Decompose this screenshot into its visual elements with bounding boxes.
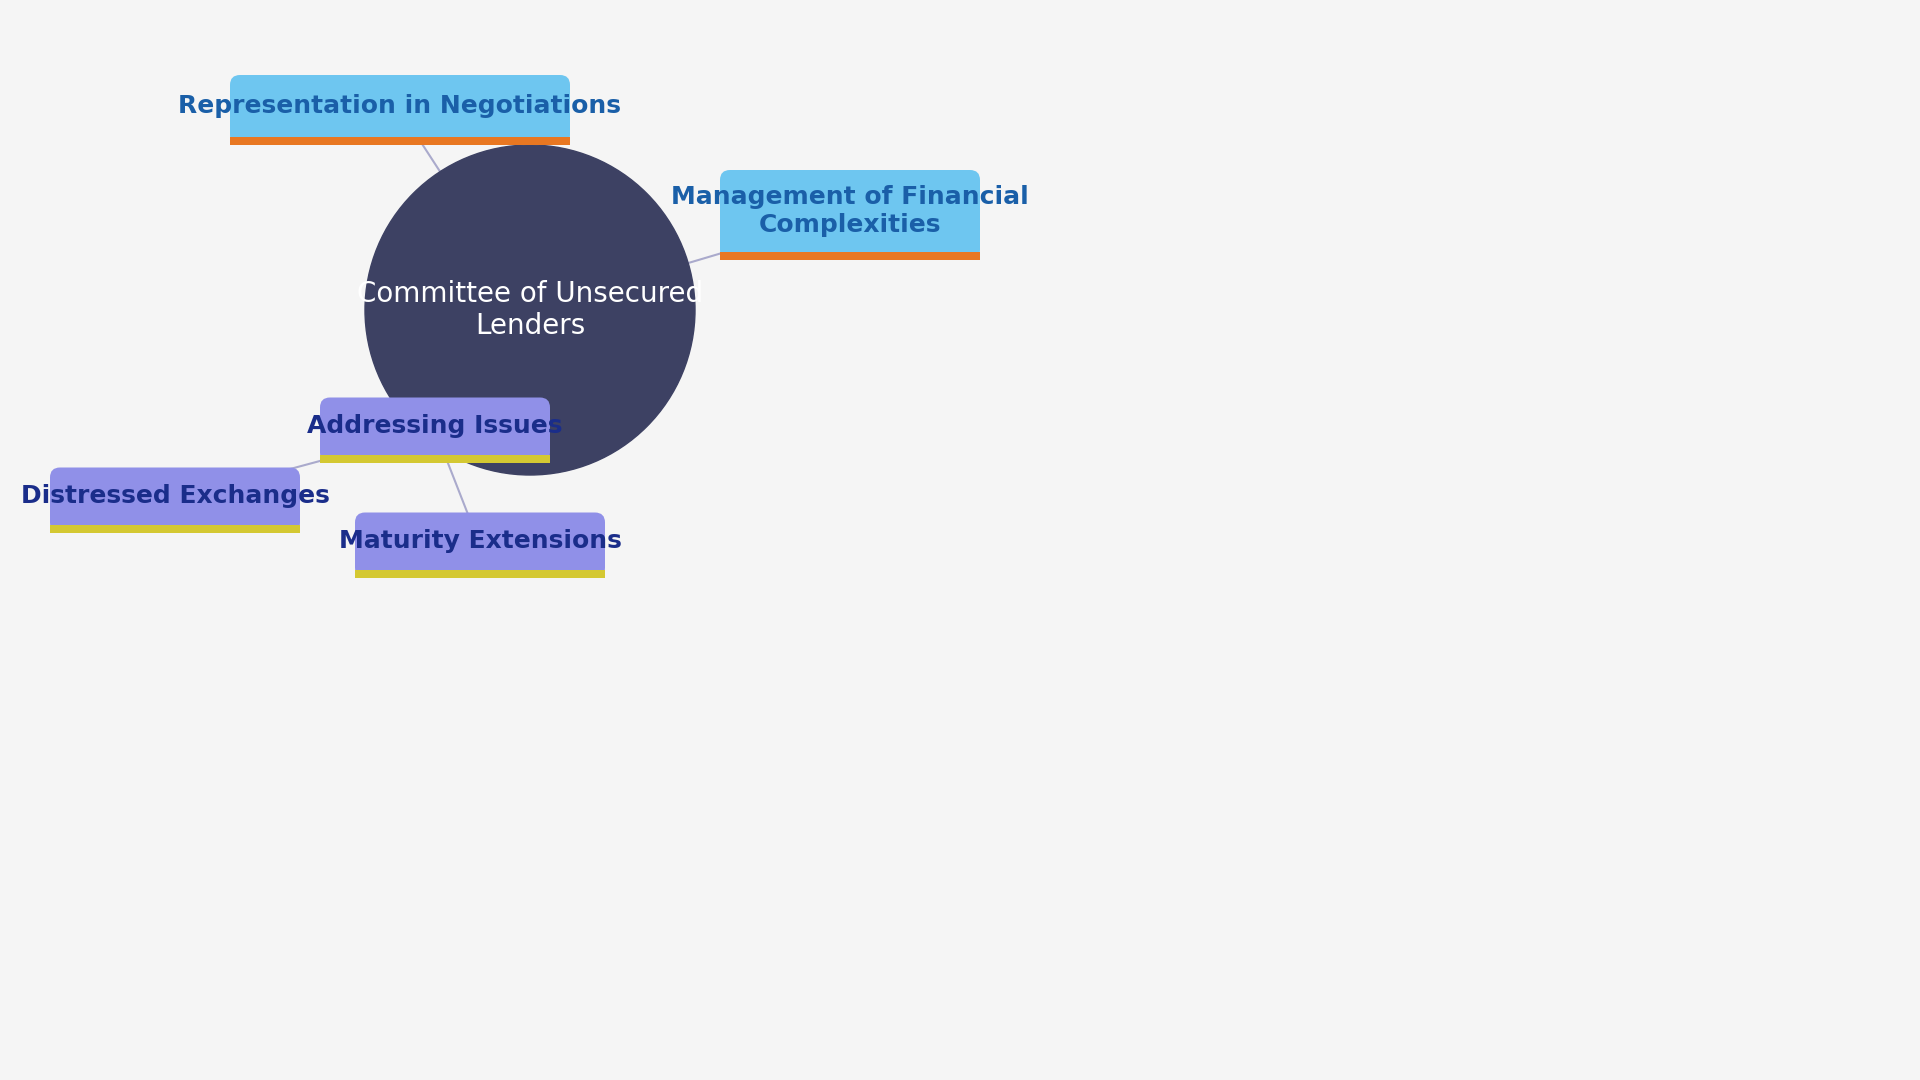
Text: Distressed Exchanges: Distressed Exchanges xyxy=(21,484,330,508)
FancyBboxPatch shape xyxy=(321,397,549,462)
FancyBboxPatch shape xyxy=(50,468,300,532)
Text: Addressing Issues: Addressing Issues xyxy=(307,414,563,438)
FancyBboxPatch shape xyxy=(720,170,979,260)
Bar xyxy=(355,569,605,578)
Bar xyxy=(720,252,979,260)
FancyBboxPatch shape xyxy=(355,513,605,578)
FancyBboxPatch shape xyxy=(230,75,570,145)
Circle shape xyxy=(365,145,695,475)
Bar xyxy=(230,137,570,145)
Bar xyxy=(50,525,300,532)
Text: Management of Financial
Complexities: Management of Financial Complexities xyxy=(672,185,1029,237)
Text: Committee of Unsecured
Lenders: Committee of Unsecured Lenders xyxy=(357,280,703,340)
Text: Representation in Negotiations: Representation in Negotiations xyxy=(179,94,622,118)
Bar xyxy=(321,455,549,462)
Text: Maturity Extensions: Maturity Extensions xyxy=(338,529,622,553)
